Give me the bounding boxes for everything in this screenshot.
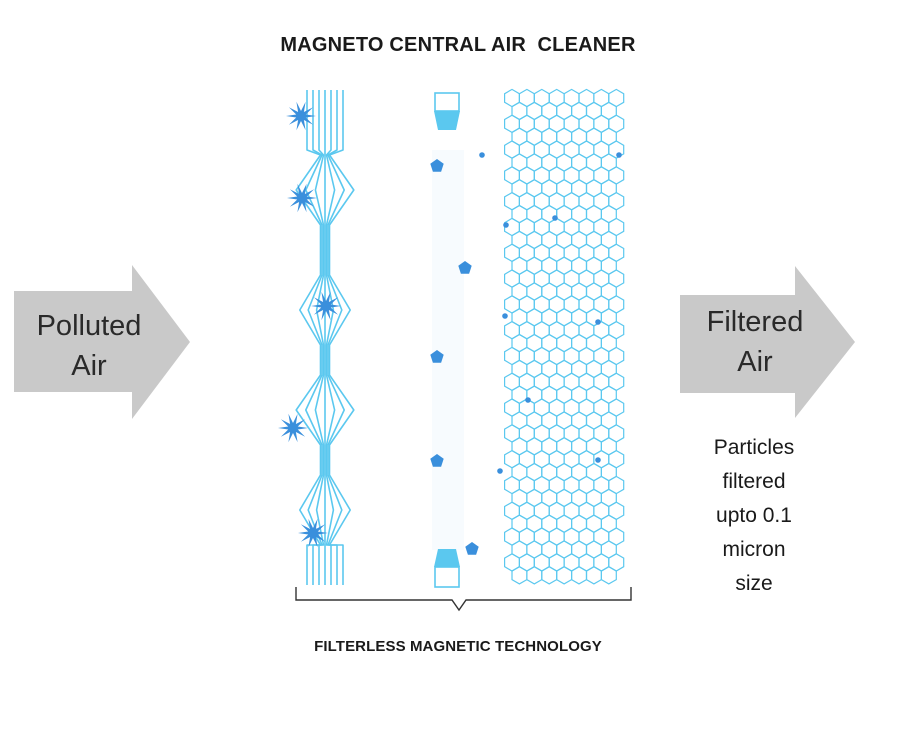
honeycomb-cell — [570, 566, 588, 585]
fine-particle-dot — [595, 457, 601, 463]
note-line: micron — [722, 538, 786, 561]
captured-particles — [430, 159, 479, 555]
fine-particle-dot — [479, 152, 485, 158]
note-line: size — [735, 572, 773, 595]
captured-particle-icon — [458, 261, 472, 274]
honeycomb-cell — [526, 566, 543, 585]
captured-particle-icon — [430, 454, 444, 467]
output-arrow-label: Filtered Air — [680, 302, 830, 382]
honeycomb-cell — [600, 566, 617, 585]
honeycomb-cell — [585, 566, 603, 585]
magnetic-column — [432, 92, 464, 588]
output-label-line1: Filtered — [706, 306, 804, 338]
fine-particle-dot — [595, 319, 601, 325]
pollutant-star-icon — [278, 413, 308, 443]
fine-particle-dot — [503, 222, 509, 228]
honeycomb-cell — [541, 566, 558, 585]
fine-particles — [479, 152, 622, 474]
note-line: upto 0.1 — [716, 504, 792, 527]
captured-particle-icon — [465, 542, 479, 555]
output-label-line2: Air — [737, 346, 773, 378]
honeycomb-cell — [556, 566, 573, 585]
note-line: filtered — [722, 470, 786, 493]
fiber-line — [325, 90, 336, 585]
input-label-line2: Air — [71, 350, 107, 382]
pollutant-particles — [278, 101, 341, 548]
pollutant-star-icon — [311, 291, 341, 321]
pollutant-star-icon — [286, 101, 316, 131]
bottom-magnet-pole-icon — [434, 549, 460, 567]
fiber-line — [327, 90, 345, 585]
fine-particle-dot — [525, 397, 531, 403]
technology-bracket — [295, 587, 632, 612]
fiber-line — [328, 90, 355, 585]
honeycomb-cell — [511, 566, 528, 585]
input-arrow-label: Polluted Air — [14, 306, 164, 386]
fine-particle-dot — [552, 215, 558, 221]
bracket-caption: FILTERLESS MAGNETIC TECHNOLOGY — [314, 638, 602, 655]
note-line: Particles — [713, 436, 795, 459]
top-magnet-icon — [434, 92, 460, 112]
top-magnet-pole-icon — [434, 111, 460, 130]
bottom-magnet-icon — [434, 566, 460, 588]
particle-size-note: Particles filtered upto 0.1 micron size — [680, 431, 828, 601]
fine-particle-dot — [616, 152, 622, 158]
honeycomb-filter — [504, 88, 625, 585]
input-arrow — [14, 265, 190, 419]
pollutant-star-icon — [298, 518, 328, 548]
diagram-title: MAGNETO CENTRAL AIR CLEANER — [280, 34, 636, 56]
input-label-line1: Polluted — [36, 310, 142, 342]
fine-particle-dot — [497, 468, 503, 474]
fiber-filter — [295, 90, 355, 585]
captured-particle-icon — [430, 159, 444, 172]
pollutant-star-icon — [287, 183, 317, 213]
captured-particle-icon — [430, 350, 444, 363]
fine-particle-dot — [502, 313, 508, 319]
output-arrow — [680, 266, 855, 418]
